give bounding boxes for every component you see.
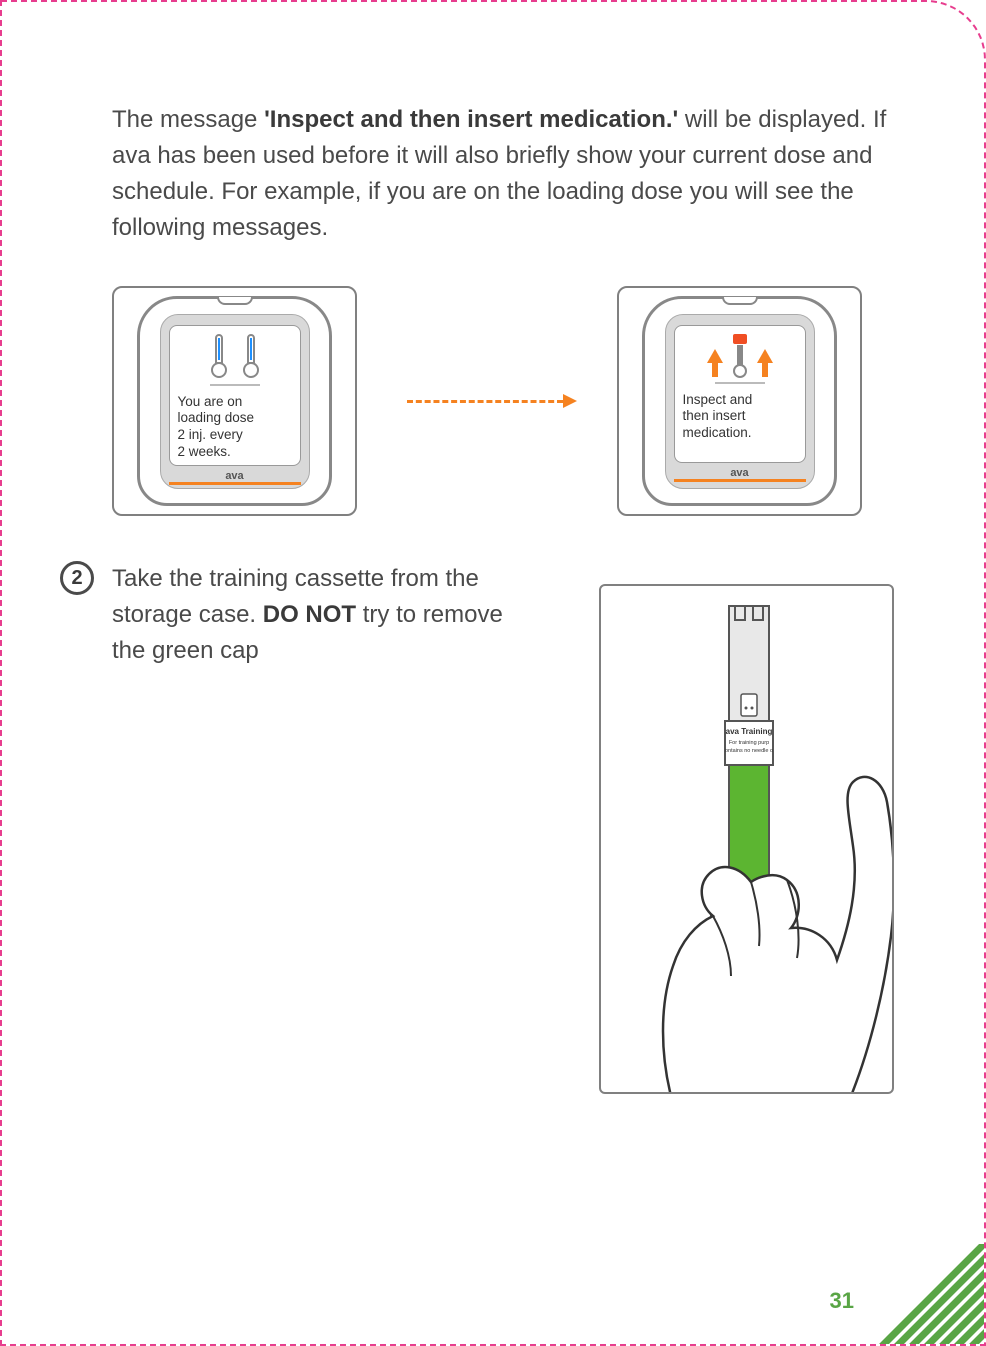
intro-pre: The message <box>112 106 264 133</box>
device-screens-row: You are on loading dose 2 inj. every 2 w… <box>112 286 904 516</box>
screen-left-line1: You are on <box>178 394 243 409</box>
screen-left-text: You are on loading dose 2 inj. every 2 w… <box>178 394 292 462</box>
insert-medication-icon <box>707 334 773 378</box>
device-left-screen: You are on loading dose 2 inj. every 2 w… <box>160 314 310 489</box>
device-right-body: Inspect and then insert medication. ava <box>642 296 837 506</box>
cassette-label-sub1: For training purp <box>729 740 769 746</box>
cassette-icon <box>242 334 260 380</box>
dashed-arrow-right-icon <box>407 394 577 408</box>
screen-right-line3: medication. <box>683 425 752 440</box>
screen-separator <box>715 382 765 384</box>
hand-cassette-svg: ava Training For training purp ontains n… <box>601 586 894 1094</box>
page: The message 'Inspect and then insert med… <box>0 0 986 1346</box>
screen-right-text: Inspect and then insert medication. <box>683 392 797 443</box>
cassette-with-cap-icon <box>731 334 749 378</box>
screen-left-inner: You are on loading dose 2 inj. every 2 w… <box>169 325 301 467</box>
up-arrow-icon <box>707 349 723 363</box>
two-cassette-icon <box>210 334 260 380</box>
device-notch <box>722 297 758 305</box>
screen-left-line3: 2 inj. every <box>178 427 243 442</box>
step-bold: DO NOT <box>263 601 356 628</box>
device-left: You are on loading dose 2 inj. every 2 w… <box>112 286 357 516</box>
hand-holding-cassette-illustration: ava Training For training purp ontains n… <box>599 584 894 1094</box>
screen-left-line4: 2 weeks. <box>178 444 231 459</box>
ava-logo: ava <box>674 467 806 482</box>
screen-left-line2: loading dose <box>178 410 255 425</box>
screen-separator <box>210 384 260 386</box>
intro-paragraph: The message 'Inspect and then insert med… <box>112 102 904 246</box>
ava-logo: ava <box>169 470 301 485</box>
corner-stripes-icon <box>844 1244 986 1346</box>
device-left-body: You are on loading dose 2 inj. every 2 w… <box>137 296 332 506</box>
screen-right-line2: then insert <box>683 408 746 423</box>
step-2-text: Take the training cassette from the stor… <box>112 561 512 669</box>
screen-right-inner: Inspect and then insert medication. <box>674 325 806 463</box>
device-right: Inspect and then insert medication. ava <box>617 286 862 516</box>
device-notch <box>217 297 253 305</box>
device-right-screen: Inspect and then insert medication. ava <box>665 314 815 489</box>
cassette-icon <box>210 334 228 380</box>
intro-quoted: 'Inspect and then insert medication.' <box>264 106 678 133</box>
screen-right-line1: Inspect and <box>683 392 753 407</box>
step-number-badge: 2 <box>60 561 94 595</box>
cassette-label-title: ava Training <box>726 727 773 736</box>
up-arrow-icon <box>757 349 773 363</box>
cassette-label-sub2: ontains no needle o <box>725 748 773 754</box>
